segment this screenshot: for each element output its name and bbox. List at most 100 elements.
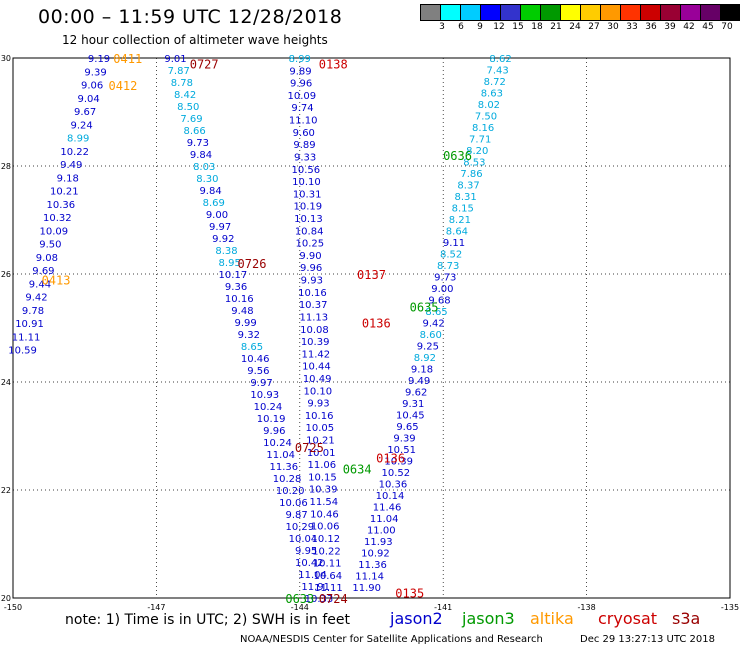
pass-time-label: 0135 (395, 587, 424, 601)
satellite-jason3: jason3 (462, 609, 515, 628)
wave-height-value: 10.10 (292, 177, 321, 188)
wave-height-value: 11.90 (352, 583, 381, 594)
wave-height-value: 9.89 (289, 66, 311, 77)
wave-height-value: 9.60 (293, 128, 315, 139)
legend-label: 70 (721, 22, 733, 32)
wave-height-value: 8.37 (457, 181, 479, 192)
wave-height-value: 10.19 (257, 414, 286, 425)
wave-height-value: 10.64 (313, 571, 342, 582)
wave-height-value: 10.09 (287, 91, 316, 102)
legend-label: 33 (626, 22, 638, 32)
wave-height-value: 9.90 (299, 251, 321, 262)
y-tick-label: 28 (1, 162, 11, 171)
wave-height-value: 11.36 (270, 462, 299, 473)
wave-height-value: 9.93 (301, 276, 323, 287)
wave-height-value: 10.46 (241, 354, 270, 365)
wave-height-value: 9.42 (423, 319, 445, 330)
wave-height-value: 7.71 (469, 135, 491, 146)
legend-label: 3 (439, 22, 445, 32)
wave-height-value: 10.12 (311, 534, 340, 545)
wave-height-value: 10.08 (300, 325, 329, 336)
legend-label: 42 (683, 22, 695, 32)
wave-height-value: 8.20 (466, 146, 488, 157)
wave-height-value: 7.87 (168, 66, 190, 77)
credit-text: NOAA/NESDIS Center for Satellite Applica… (240, 634, 543, 645)
wave-height-value: 11.04 (298, 570, 327, 581)
wave-height-value: 9.36 (225, 282, 247, 293)
wave-height-value: 10.16 (305, 411, 334, 422)
legend-label: 36 (645, 22, 657, 32)
wave-height-value: 8.65 (425, 307, 447, 318)
wave-height-value: 8.73 (437, 261, 459, 272)
wave-height-value: 9.04 (77, 94, 99, 105)
wave-height-value: 9.99 (234, 318, 256, 329)
legend-swatch (720, 4, 740, 21)
y-tick-label: 20 (1, 594, 11, 603)
wave-height-value: 10.42 (295, 558, 324, 569)
wave-height-value: 11.91 (301, 582, 330, 593)
satellite-cryosat: cryosat (598, 609, 658, 628)
wave-height-value: 10.84 (295, 226, 324, 237)
wave-height-value: 9.65 (396, 422, 418, 433)
satellite-jason2: jason2 (390, 609, 443, 628)
x-tick-label: -138 (578, 603, 596, 612)
legend-label: 27 (588, 22, 600, 32)
x-tick-label: -144 (291, 603, 309, 612)
wave-height-value: 8.72 (484, 77, 506, 88)
wave-height-value: 9.73 (187, 138, 209, 149)
wave-height-value: 8.50 (177, 102, 199, 113)
pass-time-label: 0635 (410, 300, 439, 314)
wave-height-value: 10.44 (302, 362, 331, 373)
wave-height-value: 8.30 (196, 174, 218, 185)
wave-height-value: 10.56 (291, 165, 320, 176)
wave-height-value: 10.51 (387, 445, 416, 456)
legend-label: 39 (664, 22, 676, 32)
legend-label: 9 (477, 22, 483, 32)
wave-height-value: 11.13 (299, 312, 328, 323)
y-tick-label: 30 (1, 54, 11, 63)
wave-height-value: 10.39 (384, 457, 413, 468)
wave-height-value: 8.31 (455, 192, 477, 203)
wave-height-value: 10.32 (43, 213, 72, 224)
wave-height-value: 10.93 (250, 390, 279, 401)
wave-height-value: 9.31 (402, 399, 424, 410)
wave-height-value: 8.53 (463, 158, 485, 169)
pass-time-label: 0136 (362, 317, 391, 331)
wave-height-value: 10.10 (303, 386, 332, 397)
wave-height-value: 10.92 (361, 549, 390, 560)
pass-time-label: 0724 (319, 592, 348, 606)
wave-height-value: 8.78 (171, 78, 193, 89)
wave-height-value: 8.15 (452, 204, 474, 215)
wave-height-value: 9.73 (434, 273, 456, 284)
wave-height-value: 8.60 (420, 330, 442, 341)
wave-height-value: 11.00 (367, 526, 396, 537)
wave-height-value: 9.18 (411, 365, 433, 376)
pass-time-label: 0636 (443, 149, 472, 163)
wave-height-value: 10.29 (285, 522, 314, 533)
y-tick-label: 24 (1, 378, 11, 387)
legend-label: 12 (493, 22, 505, 32)
wave-height-value: 7.43 (487, 66, 509, 77)
wave-height-value: 9.01 (164, 54, 186, 65)
wave-height-value: 8.95 (219, 258, 241, 269)
legend-label: 24 (569, 22, 581, 32)
wave-height-value: 8.63 (481, 89, 503, 100)
wave-height-value: 9.56 (247, 366, 269, 377)
wave-height-value: 10.05 (305, 423, 334, 434)
wave-height-value: 9.32 (238, 330, 260, 341)
wave-height-value: 7.86 (460, 169, 482, 180)
pass-time-label: 0138 (319, 57, 348, 71)
pass-time-label: 0633 (285, 592, 314, 606)
wave-height-value: 9.92 (212, 234, 234, 245)
wave-height-value: 9.00 (206, 210, 228, 221)
wave-height-value: 10.20 (276, 486, 305, 497)
legend-label: 18 (531, 22, 543, 32)
wave-height-value: 9.87 (285, 510, 307, 521)
note-text: note: 1) Time is in UTC; 2) SWH is in fe… (65, 612, 351, 628)
wave-height-value: 9.39 (393, 434, 415, 445)
wave-height-value: 8.42 (174, 90, 196, 101)
wave-height-value: 9.06 (81, 81, 103, 92)
wave-height-value: 10.09 (40, 226, 69, 237)
wave-height-value: 9.93 (307, 399, 329, 410)
